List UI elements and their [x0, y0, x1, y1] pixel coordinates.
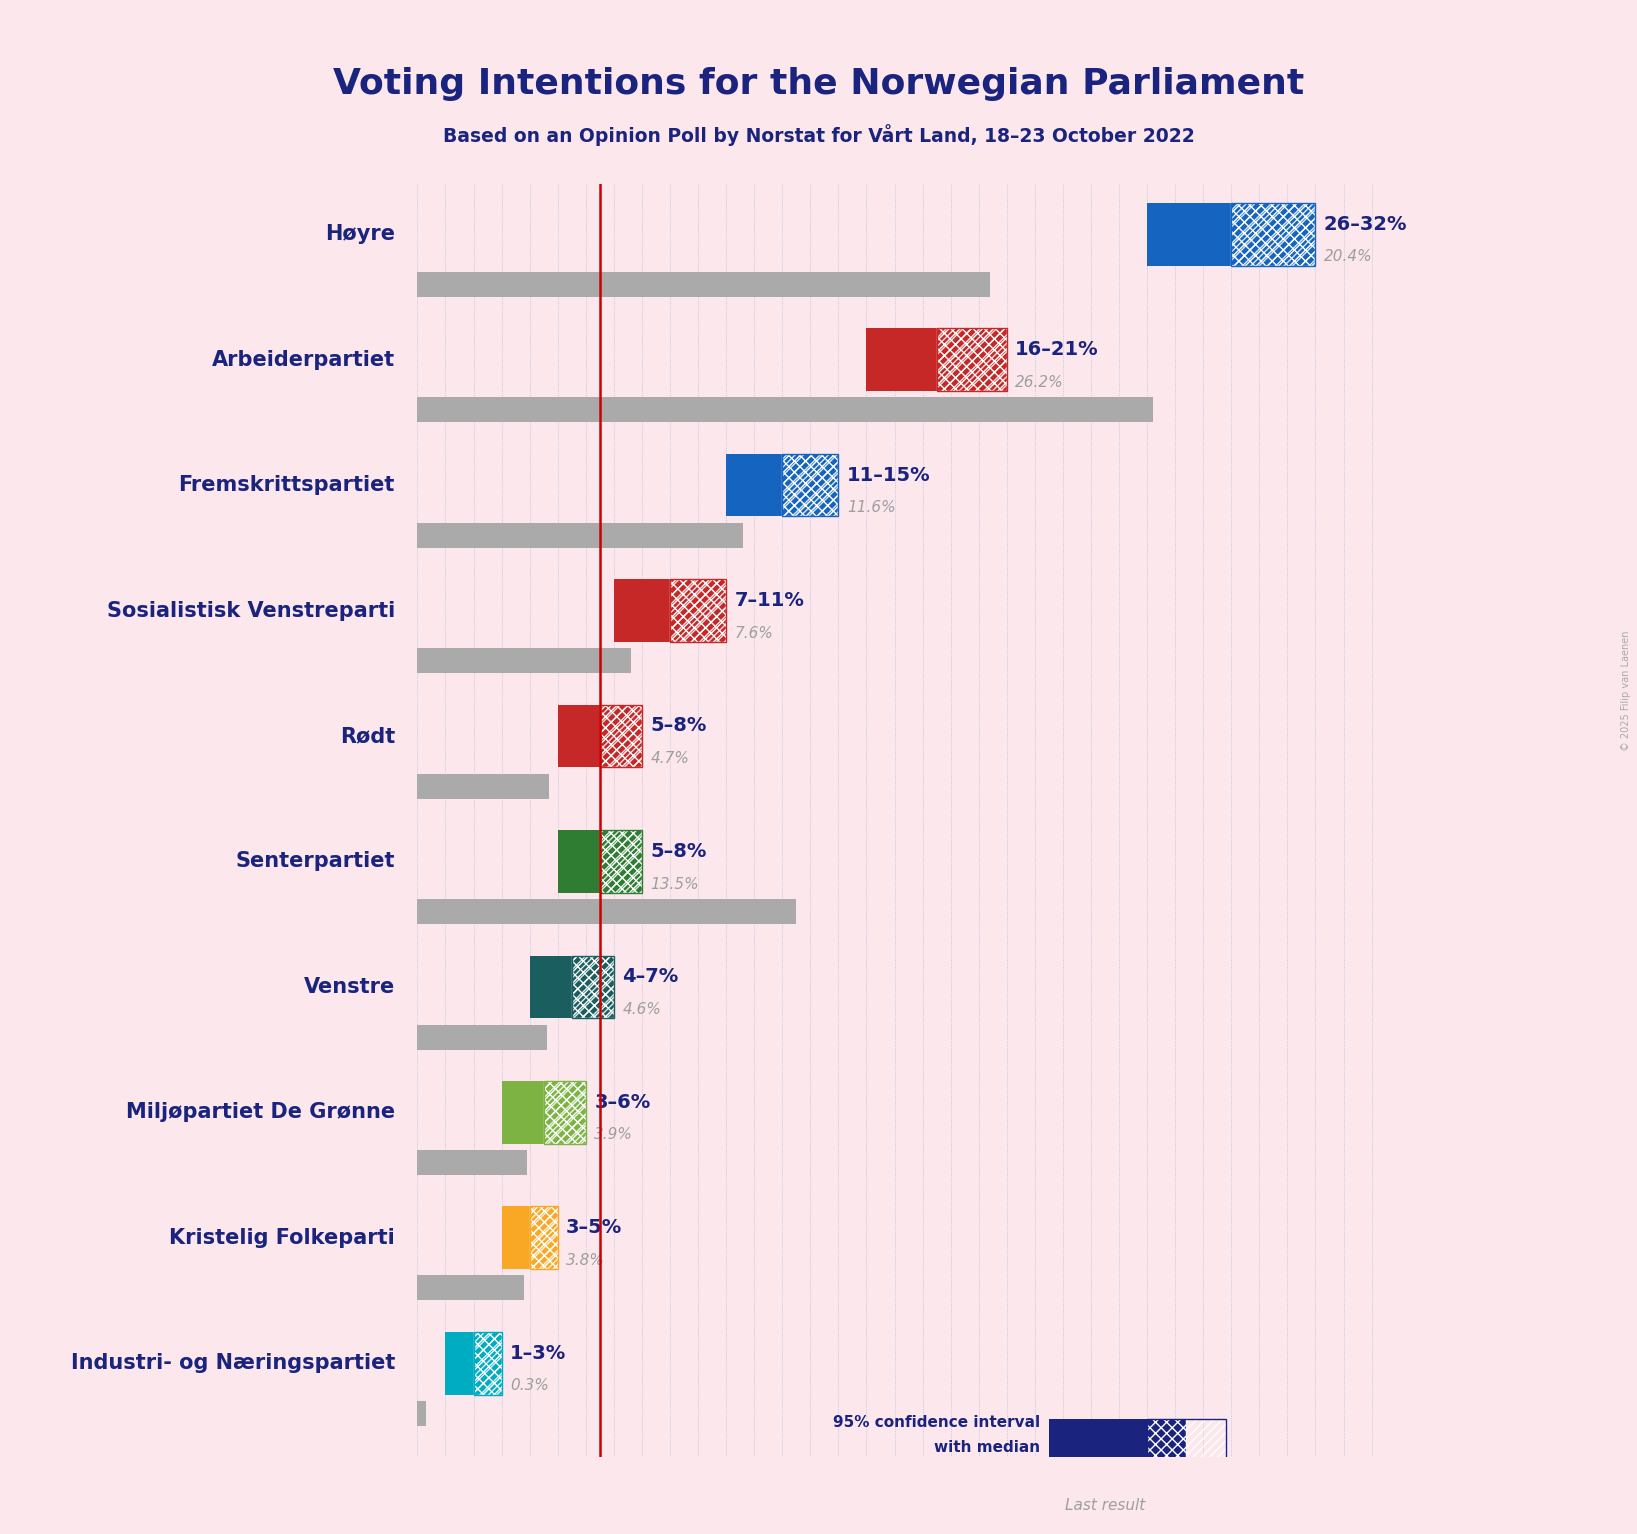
Bar	[1148, 1419, 1226, 1463]
Bar	[599, 704, 642, 767]
Text: Venstre: Venstre	[304, 977, 395, 997]
Bar	[599, 704, 642, 767]
Text: 1–3%: 1–3%	[511, 1344, 566, 1362]
Bar	[936, 328, 1007, 391]
Bar	[417, 272, 990, 298]
Bar	[1231, 202, 1316, 265]
Text: 7–11%: 7–11%	[735, 591, 804, 611]
Bar	[501, 1081, 543, 1144]
Bar	[501, 1206, 530, 1269]
Bar	[558, 830, 599, 893]
Text: 13.5%: 13.5%	[650, 876, 699, 891]
Text: 3–6%: 3–6%	[594, 1092, 650, 1112]
Bar	[543, 1081, 586, 1144]
Bar	[417, 397, 1152, 422]
Text: Based on an Opinion Poll by Norstat for Vårt Land, 18–23 October 2022: Based on an Opinion Poll by Norstat for …	[442, 124, 1195, 146]
Text: Voting Intentions for the Norwegian Parliament: Voting Intentions for the Norwegian Parl…	[332, 67, 1305, 101]
Bar	[1049, 1419, 1148, 1463]
Bar	[473, 1332, 501, 1394]
Text: 16–21%: 16–21%	[1015, 341, 1098, 359]
Text: Last result: Last result	[1064, 1499, 1146, 1513]
Text: with median: with median	[935, 1440, 1041, 1454]
Text: © 2025 Filip van Laenen: © 2025 Filip van Laenen	[1621, 630, 1630, 750]
Bar	[571, 956, 614, 1019]
Bar	[1148, 1419, 1187, 1463]
Bar	[782, 454, 838, 517]
Bar	[473, 1332, 501, 1394]
Bar	[614, 580, 670, 641]
Bar	[417, 1150, 527, 1175]
Bar	[670, 580, 727, 641]
Bar	[1049, 1468, 1161, 1485]
Text: Industri- og Næringspartiet: Industri- og Næringspartiet	[70, 1353, 395, 1373]
Text: Fremskrittspartiet: Fremskrittspartiet	[178, 476, 395, 495]
Text: Sosialistisk Venstreparti: Sosialistisk Venstreparti	[106, 601, 395, 621]
Text: 0.3%: 0.3%	[511, 1378, 548, 1393]
Text: 26–32%: 26–32%	[1324, 215, 1408, 233]
Text: Senterpartiet: Senterpartiet	[236, 851, 395, 871]
Bar	[530, 956, 571, 1019]
Bar	[866, 328, 936, 391]
Bar	[417, 773, 550, 799]
Bar	[417, 1025, 547, 1049]
Text: 4.6%: 4.6%	[622, 1002, 661, 1017]
Bar	[571, 956, 614, 1019]
Bar	[417, 649, 630, 673]
Text: Miljøpartiet De Grønne: Miljøpartiet De Grønne	[126, 1103, 395, 1123]
Text: 7.6%: 7.6%	[735, 626, 773, 641]
Bar	[558, 704, 599, 767]
Bar	[727, 454, 782, 517]
Text: 4.7%: 4.7%	[650, 752, 689, 765]
Text: 3–5%: 3–5%	[566, 1218, 622, 1238]
Text: 26.2%: 26.2%	[1015, 374, 1064, 390]
Bar	[445, 1332, 473, 1394]
Text: 11.6%: 11.6%	[846, 500, 895, 515]
Text: 4–7%: 4–7%	[622, 968, 679, 986]
Text: Rødt: Rødt	[340, 726, 395, 746]
Text: Høyre: Høyre	[326, 224, 395, 244]
Text: 3.9%: 3.9%	[594, 1127, 634, 1143]
Text: 95% confidence interval: 95% confidence interval	[833, 1414, 1041, 1430]
Bar	[1148, 202, 1231, 265]
Text: 11–15%: 11–15%	[846, 466, 930, 485]
Text: Arbeiderpartiet: Arbeiderpartiet	[211, 350, 395, 370]
Bar	[530, 1206, 558, 1269]
Text: 3.8%: 3.8%	[566, 1253, 606, 1269]
Text: 20.4%: 20.4%	[1324, 250, 1372, 264]
Bar	[417, 1401, 426, 1427]
Bar	[599, 830, 642, 893]
Bar	[1231, 202, 1316, 265]
Bar	[782, 454, 838, 517]
Bar	[936, 328, 1007, 391]
Text: Kristelig Folkeparti: Kristelig Folkeparti	[169, 1227, 395, 1247]
Bar	[543, 1081, 586, 1144]
Bar	[417, 523, 743, 548]
Text: 5–8%: 5–8%	[650, 716, 707, 735]
Text: 5–8%: 5–8%	[650, 842, 707, 861]
Bar	[417, 899, 796, 923]
Bar	[1187, 1419, 1226, 1463]
Bar	[417, 1275, 524, 1301]
Bar	[599, 830, 642, 893]
Bar	[530, 1206, 558, 1269]
Bar	[670, 580, 727, 641]
